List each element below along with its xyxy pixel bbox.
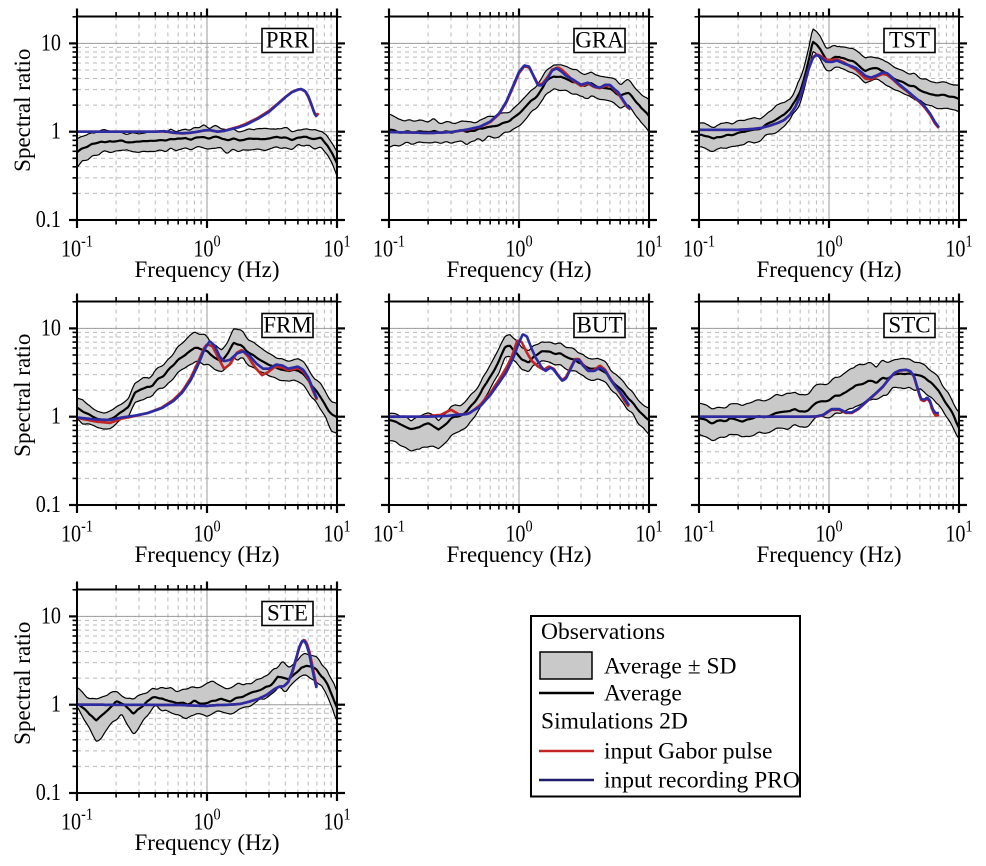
svg-text:1: 1 (51, 117, 61, 144)
svg-text:Spectral ratio: Spectral ratio (10, 622, 35, 745)
svg-text:STC: STC (888, 313, 930, 338)
svg-text:Average ± SD: Average ± SD (604, 654, 737, 680)
svg-text:Spectral ratio: Spectral ratio (10, 49, 35, 172)
svg-text:0.1: 0.1 (36, 205, 61, 232)
svg-text:Frequency (Hz): Frequency (Hz) (135, 257, 280, 282)
svg-text:Simulations 2D: Simulations 2D (541, 709, 688, 735)
svg-text:input Gabor pulse: input Gabor pulse (604, 739, 772, 765)
svg-text:TST: TST (889, 28, 930, 53)
svg-text:Observations: Observations (541, 619, 665, 645)
svg-text:Frequency (Hz): Frequency (Hz) (757, 542, 902, 567)
svg-text:PRR: PRR (266, 28, 310, 53)
svg-text:10: 10 (41, 29, 61, 56)
svg-text:Spectral ratio: Spectral ratio (10, 334, 35, 457)
svg-text:Frequency (Hz): Frequency (Hz) (135, 830, 280, 855)
svg-text:BUT: BUT (577, 313, 623, 338)
svg-text:1: 1 (51, 690, 61, 717)
svg-text:10: 10 (41, 602, 61, 629)
svg-text:Frequency (Hz): Frequency (Hz) (447, 542, 592, 567)
svg-text:0.1: 0.1 (36, 778, 61, 805)
svg-text:Average: Average (604, 681, 682, 707)
svg-text:0.1: 0.1 (36, 490, 61, 517)
svg-text:1: 1 (51, 402, 61, 429)
svg-text:Frequency (Hz): Frequency (Hz) (447, 257, 592, 282)
svg-text:input recording PRO: input recording PRO (604, 768, 800, 794)
svg-text:10: 10 (41, 314, 61, 341)
svg-text:STE: STE (267, 601, 308, 626)
svg-text:Frequency (Hz): Frequency (Hz) (757, 257, 902, 282)
svg-text:FRM: FRM (263, 313, 312, 338)
svg-text:Frequency (Hz): Frequency (Hz) (135, 542, 280, 567)
svg-text:GRA: GRA (575, 28, 624, 53)
